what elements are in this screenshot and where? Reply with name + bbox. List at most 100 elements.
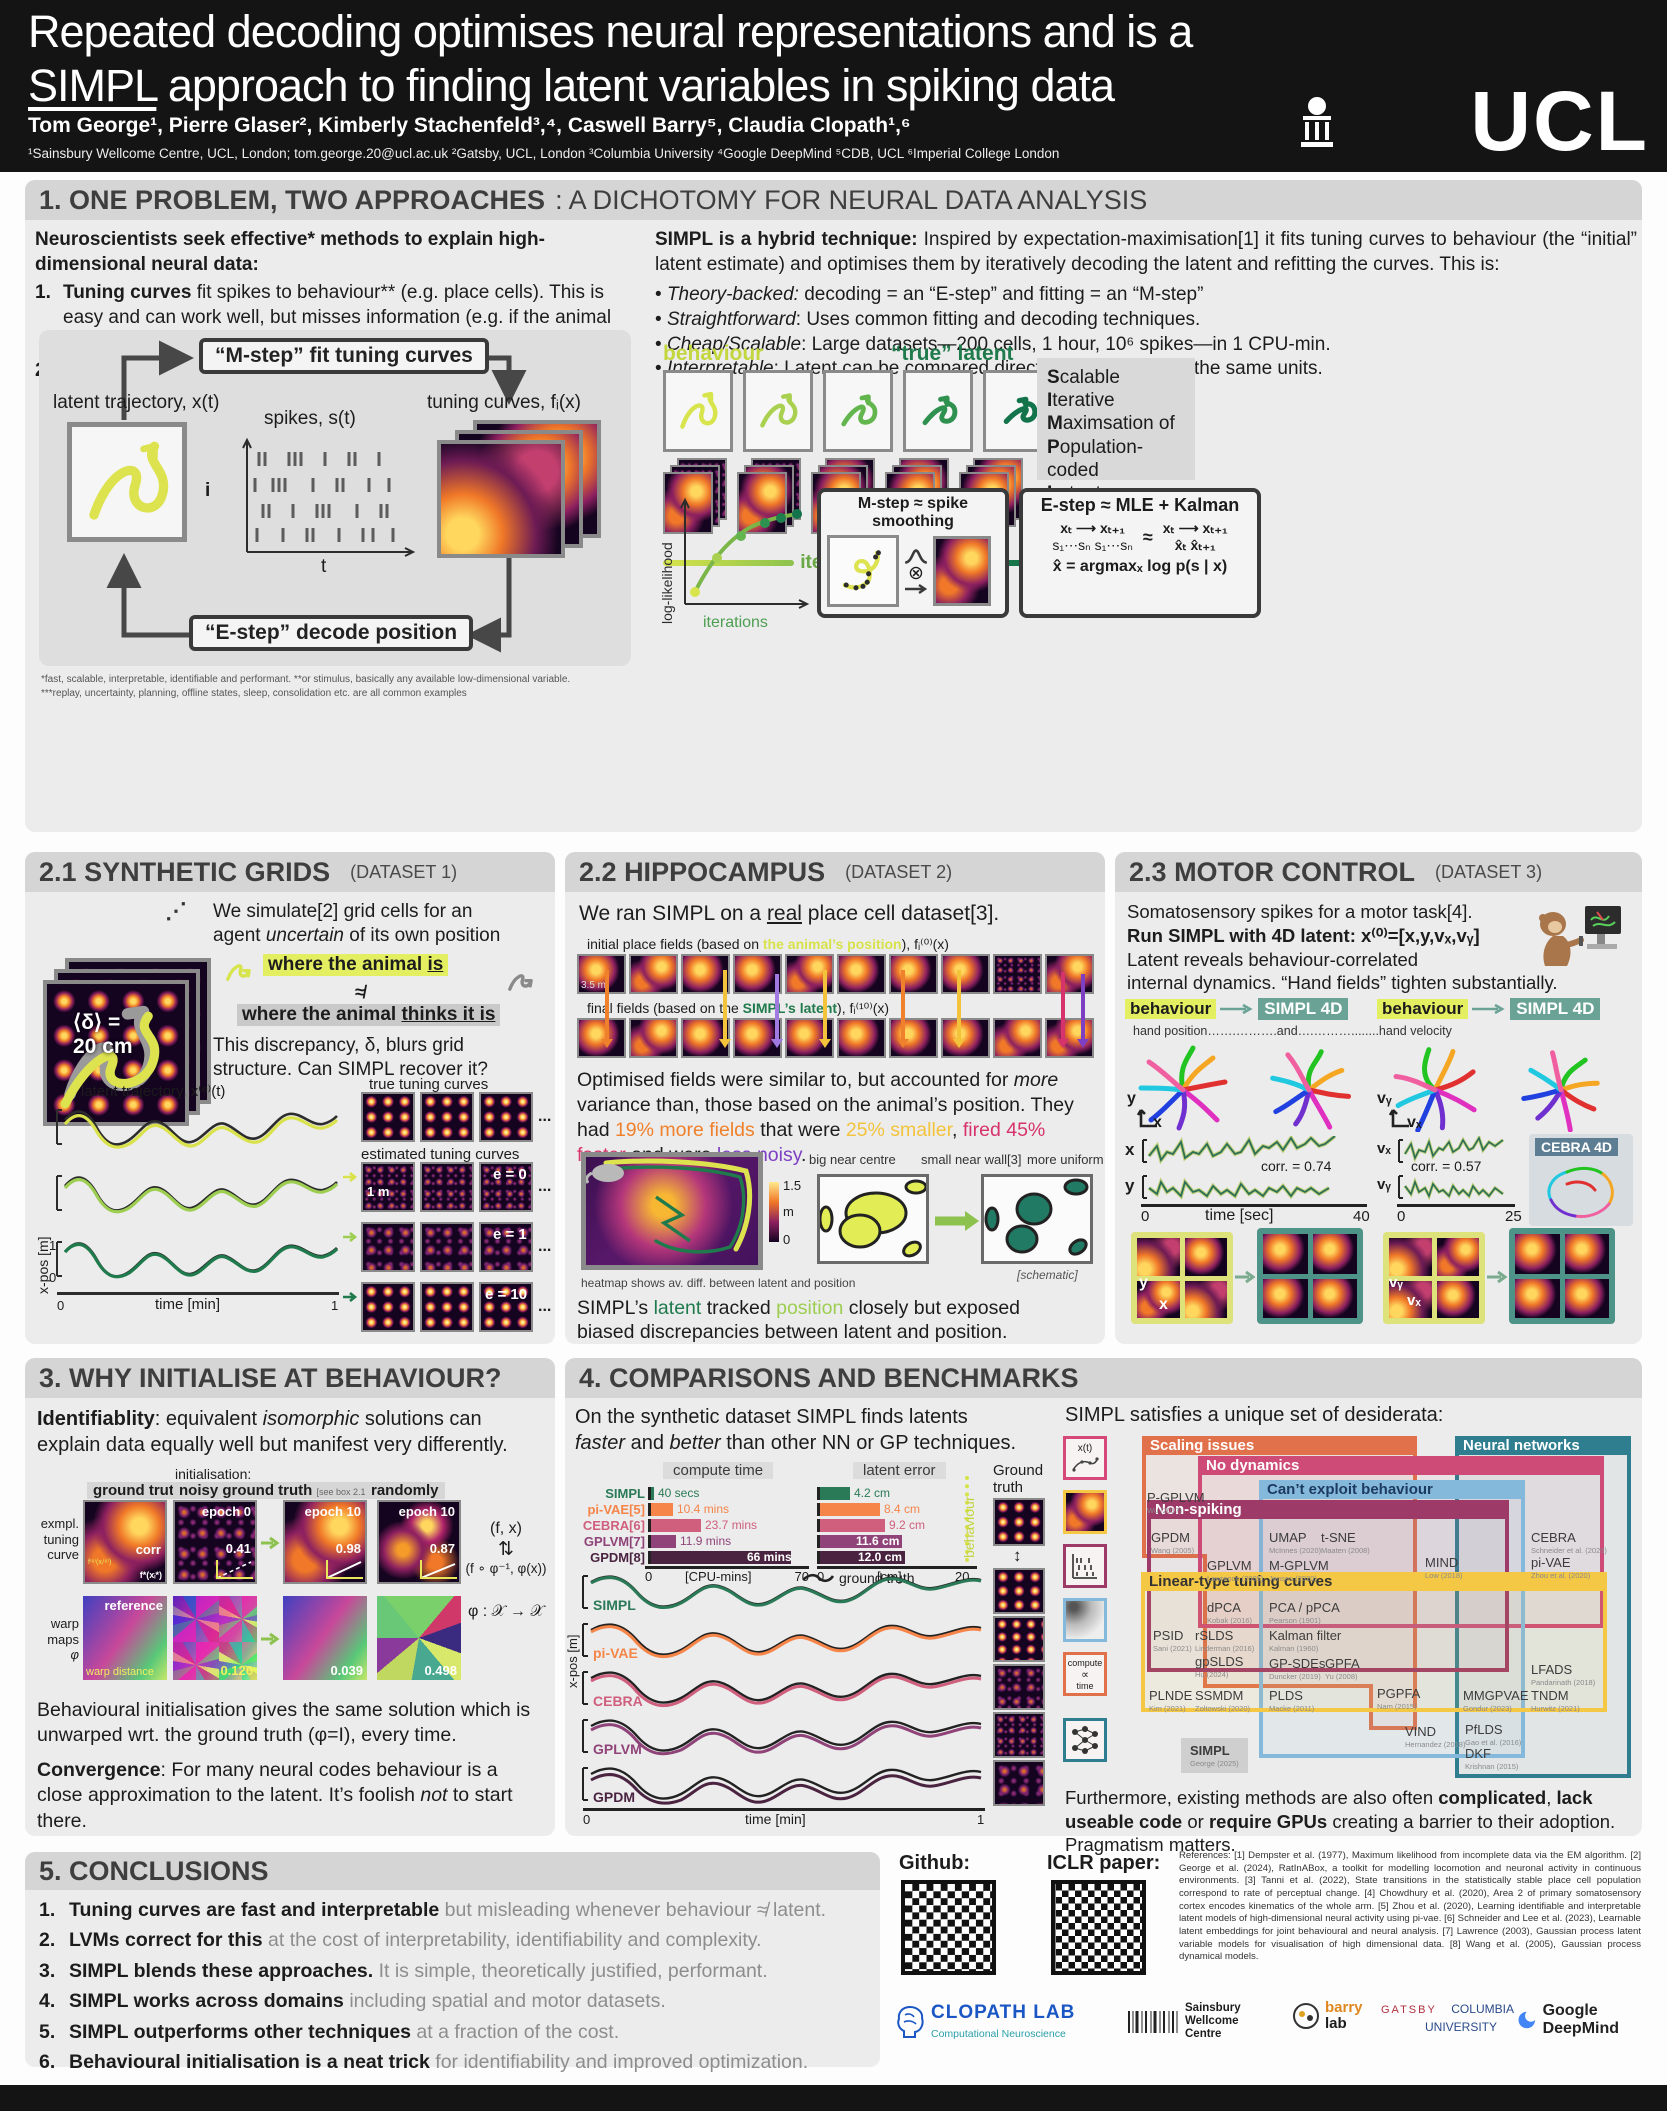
latent-error-chart: 4.2 cm 8.4 cm 9.2 cm 11.6 cm 12.0 cm 0 [… (817, 1486, 977, 1585)
s21-body: This discrepancy, δ, blurs grid structure… (213, 1035, 488, 1080)
venn-nodynamics-label: No dynamics (1200, 1456, 1602, 1475)
warp-noisy: 0.126 (173, 1596, 257, 1680)
desiderata-venn: x(t) compute ∝ time (1063, 1432, 1635, 1784)
barrylab-icon (1293, 2003, 1319, 2029)
s22-closing: SIMPL’s latent tracked position closely … (577, 1297, 1021, 1344)
grid-cell-stack: ⟨δ⟩ = 20 cm (43, 958, 213, 1128)
venn-linear-label: Linear-type tuning curves (1143, 1572, 1605, 1591)
poster-title-line2-rest: approach to finding latent variables in … (156, 60, 1115, 111)
s1-simpl-rest: Inspired by expectation-maximisation[1] … (655, 229, 1638, 275)
where-animal-thinks: where the animal thinks it is (237, 1004, 501, 1026)
arrow-e10-icon (343, 1290, 359, 1308)
ucl-logo: UCL (1470, 74, 1649, 168)
affiliations: ¹Sainsbury Wellcome Centre, UCL, London;… (28, 146, 1060, 161)
behaviour-label: behaviour (663, 342, 764, 365)
hand-velocity-star (1388, 1047, 1477, 1132)
loglik-curve-icon (680, 497, 810, 609)
section-1: 1. ONE PROBLEM, TWO APPROACHES: A DICHOT… (25, 180, 1642, 832)
row-label-warp: warp maps φ (47, 1616, 79, 1663)
est-tc-label: estimated tuning curves (361, 1146, 520, 1163)
section-5-header: 5. CONCLUSIONS (25, 1852, 880, 1890)
trace-e10 (56, 1241, 339, 1279)
latent-position-diff-heatmap (581, 1152, 763, 1270)
col-noisy-gt: noisy ground truth [see box 2.1] (173, 1482, 375, 1499)
s3-identifiability: Identifiablity: equivalent isomorphic so… (37, 1408, 508, 1456)
ucl-crest-icon (1297, 96, 1337, 157)
gaussian-kernel-icon: ⊗ (903, 548, 929, 595)
trace-e0 (56, 1109, 339, 1149)
compute-time-title: compute time (663, 1462, 774, 1479)
tile-epoch0: epoch 0 0.41 (173, 1500, 257, 1584)
schematic-before-box (817, 1174, 929, 1264)
colorbar (769, 1182, 779, 1242)
gatsby-columbia-logos: GATSBY COLUMBIA UNIVERSITY (1381, 2000, 1514, 2036)
mstep-box-title: M-step ≈ spike smoothing (857, 495, 969, 530)
venn-nonspiking-label: Non-spiking (1149, 1500, 1507, 1519)
deepmind-icon (1518, 2011, 1536, 2029)
behaviour-line-label: behaviour (961, 1496, 977, 1559)
col-randomly: randomly (365, 1482, 445, 1499)
gray-squiggle-icon (503, 962, 537, 1001)
field-arrow (771, 974, 783, 1048)
barrylab-logo: barry lab (1291, 2000, 1363, 2032)
decode-icon (1063, 1598, 1107, 1642)
iclr-qr-code (1051, 1880, 1146, 1975)
bottom-bar (0, 2085, 1667, 2111)
field-arrow (719, 970, 731, 1048)
brain-icon (897, 2005, 924, 2038)
s23-intro2: internal dynamics. “Hand fields” tighten… (1127, 972, 1558, 993)
where-animal-is: where the animal is (263, 954, 449, 976)
col-ground-truth: ground truth (87, 1482, 189, 1499)
ts-vx (1398, 1136, 1505, 1163)
field-arrow (601, 970, 613, 1048)
beh-simpl-pair-1: behaviour SIMPL 4D (1125, 998, 1349, 1020)
s21-intro: We simulate[2] grid cells for an agent u… (213, 901, 501, 946)
references: References: [1] Dempster et al. (1977), … (1179, 1850, 1641, 1963)
true-latent-label: “true” latent (891, 342, 1014, 365)
beh-simpl-pair-2: behaviour SIMPL 4D (1377, 998, 1601, 1020)
trace-simpl: SIMPL (582, 1575, 982, 1613)
schematic-after-box (981, 1174, 1093, 1264)
label-more-uniform: more uniform (1027, 1152, 1104, 1167)
cebra-ring-icon (1547, 1166, 1614, 1218)
latent-traj-label: latent trajectory, x(t) (53, 392, 220, 413)
clopath-lab-logo: CLOPATH LAB Computational Neuroscience (895, 2002, 1075, 2042)
epoch-label-e0: e = 0 (493, 1166, 527, 1183)
epoch-arrow-2 (261, 1632, 280, 1646)
arrow-e1-icon (343, 1230, 359, 1248)
iteration-trajectories (663, 370, 1053, 452)
hand-position-star (1136, 1045, 1228, 1131)
heatmap-overlays-icon (585, 1158, 753, 1254)
google-deepmind-logo: Google DeepMind (1517, 2002, 1645, 2038)
s23-intro: Somatosensory spikes for a motor task[4]… (1127, 901, 1480, 971)
delta-label: ⟨δ⟩ = 20 cm (73, 1011, 133, 1058)
section-3: 3. WHY INITIALISE AT BEHAVIOUR? Identifi… (25, 1358, 555, 1836)
trace-gplvm: GPLVM (582, 1719, 982, 1757)
heatmap-caption: heatmap shows av. diff. between latent a… (581, 1276, 856, 1290)
field-arrow (819, 970, 831, 1048)
s4-xaxis (583, 1808, 985, 1811)
warp-reference: reference warp distance (83, 1596, 167, 1680)
section-4-header: 4. COMPARISONS AND BENCHMARKS (565, 1358, 1642, 1398)
s4-ylabel: x-pos [m] (565, 1634, 580, 1688)
ts-axis-2 (1397, 1204, 1515, 1207)
svg-text:SIMPL: SIMPL (593, 1597, 636, 1613)
conclusions-list: 1. Tuning curves are fast and interpretab… (39, 1899, 827, 2073)
section-3-header: 3. WHY INITIALISE AT BEHAVIOUR? (25, 1358, 555, 1398)
gt-column-label: Ground truth (993, 1462, 1044, 1497)
spike-raster-icon (242, 437, 416, 557)
hand-caption: hand position…….……….and….………........hand… (1133, 1024, 1452, 1038)
section-2-3: 2.3 MOTOR CONTROL (DATASET 3) Somatosenso… (1115, 852, 1642, 1344)
s21-xaxis (57, 1292, 339, 1295)
epoch-label-e1: e = 1 (493, 1226, 527, 1243)
arrow-e0-icon (343, 1170, 359, 1188)
est-tc-row-e0: ... (361, 1162, 551, 1212)
scale-1m: 1 m (367, 1184, 390, 1199)
ts-vy (1398, 1175, 1505, 1201)
estep-kalman-box: E-step ≈ MLE + Kalman xₜ ⟶ xₜ₊₁ s₁⋯sₙ s₁⋯… (1019, 488, 1261, 618)
tile-gt: corr f⁽ᵉ⁾(xᵢ⁽ᵉ⁾) f*(xᵢ*) (83, 1500, 167, 1584)
trace-pivae: pi-VAE (582, 1623, 982, 1661)
neural-net-icon (1063, 1718, 1107, 1762)
warp-random: 0.498 (377, 1596, 461, 1680)
